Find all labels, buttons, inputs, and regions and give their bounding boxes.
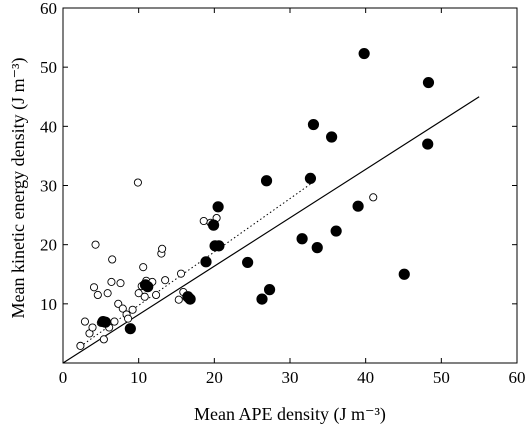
fit-lines bbox=[62, 96, 480, 364]
filled-data-point bbox=[398, 268, 410, 280]
filled-data-point bbox=[307, 118, 320, 131]
x-axis-title: Mean APE density (J m⁻³) bbox=[194, 404, 386, 425]
filled-data-point bbox=[352, 200, 364, 212]
y-tick-label: 40 bbox=[40, 117, 57, 136]
x-tick-label: 60 bbox=[509, 368, 526, 387]
filled-data-point bbox=[358, 47, 370, 60]
open-data-point bbox=[76, 341, 85, 350]
filled-data-point bbox=[124, 323, 136, 335]
filled-data-point bbox=[256, 293, 268, 305]
open-data-point bbox=[152, 290, 161, 300]
dotted-fit-line bbox=[80, 182, 313, 347]
y-tick-label: 10 bbox=[40, 295, 57, 314]
x-tick-label: 20 bbox=[206, 368, 223, 387]
open-data-point bbox=[174, 295, 183, 304]
open-data-point bbox=[99, 335, 108, 344]
x-tick-label: 30 bbox=[282, 368, 299, 387]
x-tick-label: 0 bbox=[59, 368, 68, 387]
open-data-point bbox=[158, 244, 167, 253]
filled-data-point bbox=[330, 225, 342, 237]
filled-data-point bbox=[242, 256, 254, 269]
filled-data-point bbox=[99, 316, 111, 328]
open-data-point bbox=[124, 314, 133, 323]
filled-data-point bbox=[311, 242, 323, 254]
open-data-point bbox=[88, 323, 97, 332]
open-data-point bbox=[116, 279, 125, 288]
open-data-point bbox=[199, 216, 208, 226]
x-tick-label: 40 bbox=[357, 368, 374, 387]
axes bbox=[62, 7, 518, 364]
y-tick-label: 20 bbox=[40, 236, 57, 255]
open-data-point bbox=[80, 317, 89, 326]
filled-data-point bbox=[212, 201, 224, 213]
filled-data-point bbox=[260, 175, 273, 187]
open-data-point bbox=[118, 304, 127, 313]
open-data-point bbox=[107, 277, 116, 286]
open-data-point bbox=[89, 283, 99, 292]
open-data-point bbox=[369, 193, 378, 202]
open-data-point bbox=[91, 240, 100, 249]
open-data-point bbox=[161, 276, 170, 285]
filled-data-point bbox=[213, 240, 225, 252]
y-tick-label: 30 bbox=[40, 177, 57, 196]
data-points bbox=[76, 47, 435, 350]
open-data-point bbox=[110, 317, 119, 326]
filled-data-point bbox=[304, 172, 317, 184]
filled-data-point bbox=[184, 293, 196, 305]
filled-data-point bbox=[326, 131, 338, 143]
x-tick-label: 10 bbox=[130, 368, 147, 387]
filled-data-point bbox=[422, 76, 435, 89]
open-data-point bbox=[134, 289, 143, 298]
x-tick-label: 50 bbox=[433, 368, 450, 387]
solid-reference-line bbox=[62, 96, 480, 364]
filled-data-point bbox=[422, 138, 434, 150]
open-data-point bbox=[133, 178, 142, 187]
open-data-point bbox=[93, 290, 102, 300]
open-data-point bbox=[140, 292, 149, 301]
open-data-point bbox=[108, 255, 117, 264]
open-data-point bbox=[176, 269, 186, 278]
filled-data-point bbox=[296, 233, 308, 245]
y-tick-label: 60 bbox=[40, 0, 57, 18]
open-data-point bbox=[139, 263, 148, 272]
open-data-point bbox=[103, 289, 112, 298]
y-axis-title: Mean kinetic energy density (J m⁻³) bbox=[8, 57, 29, 318]
open-data-point bbox=[128, 305, 137, 314]
tick-labels: 0 10 20 30 40 50 60 10 20 30 40 50 60 bbox=[40, 0, 526, 387]
filled-data-point bbox=[207, 219, 220, 231]
filled-data-point bbox=[142, 281, 154, 293]
filled-data-point bbox=[200, 256, 212, 268]
filled-data-point bbox=[263, 284, 276, 296]
y-tick-label: 50 bbox=[40, 58, 57, 77]
